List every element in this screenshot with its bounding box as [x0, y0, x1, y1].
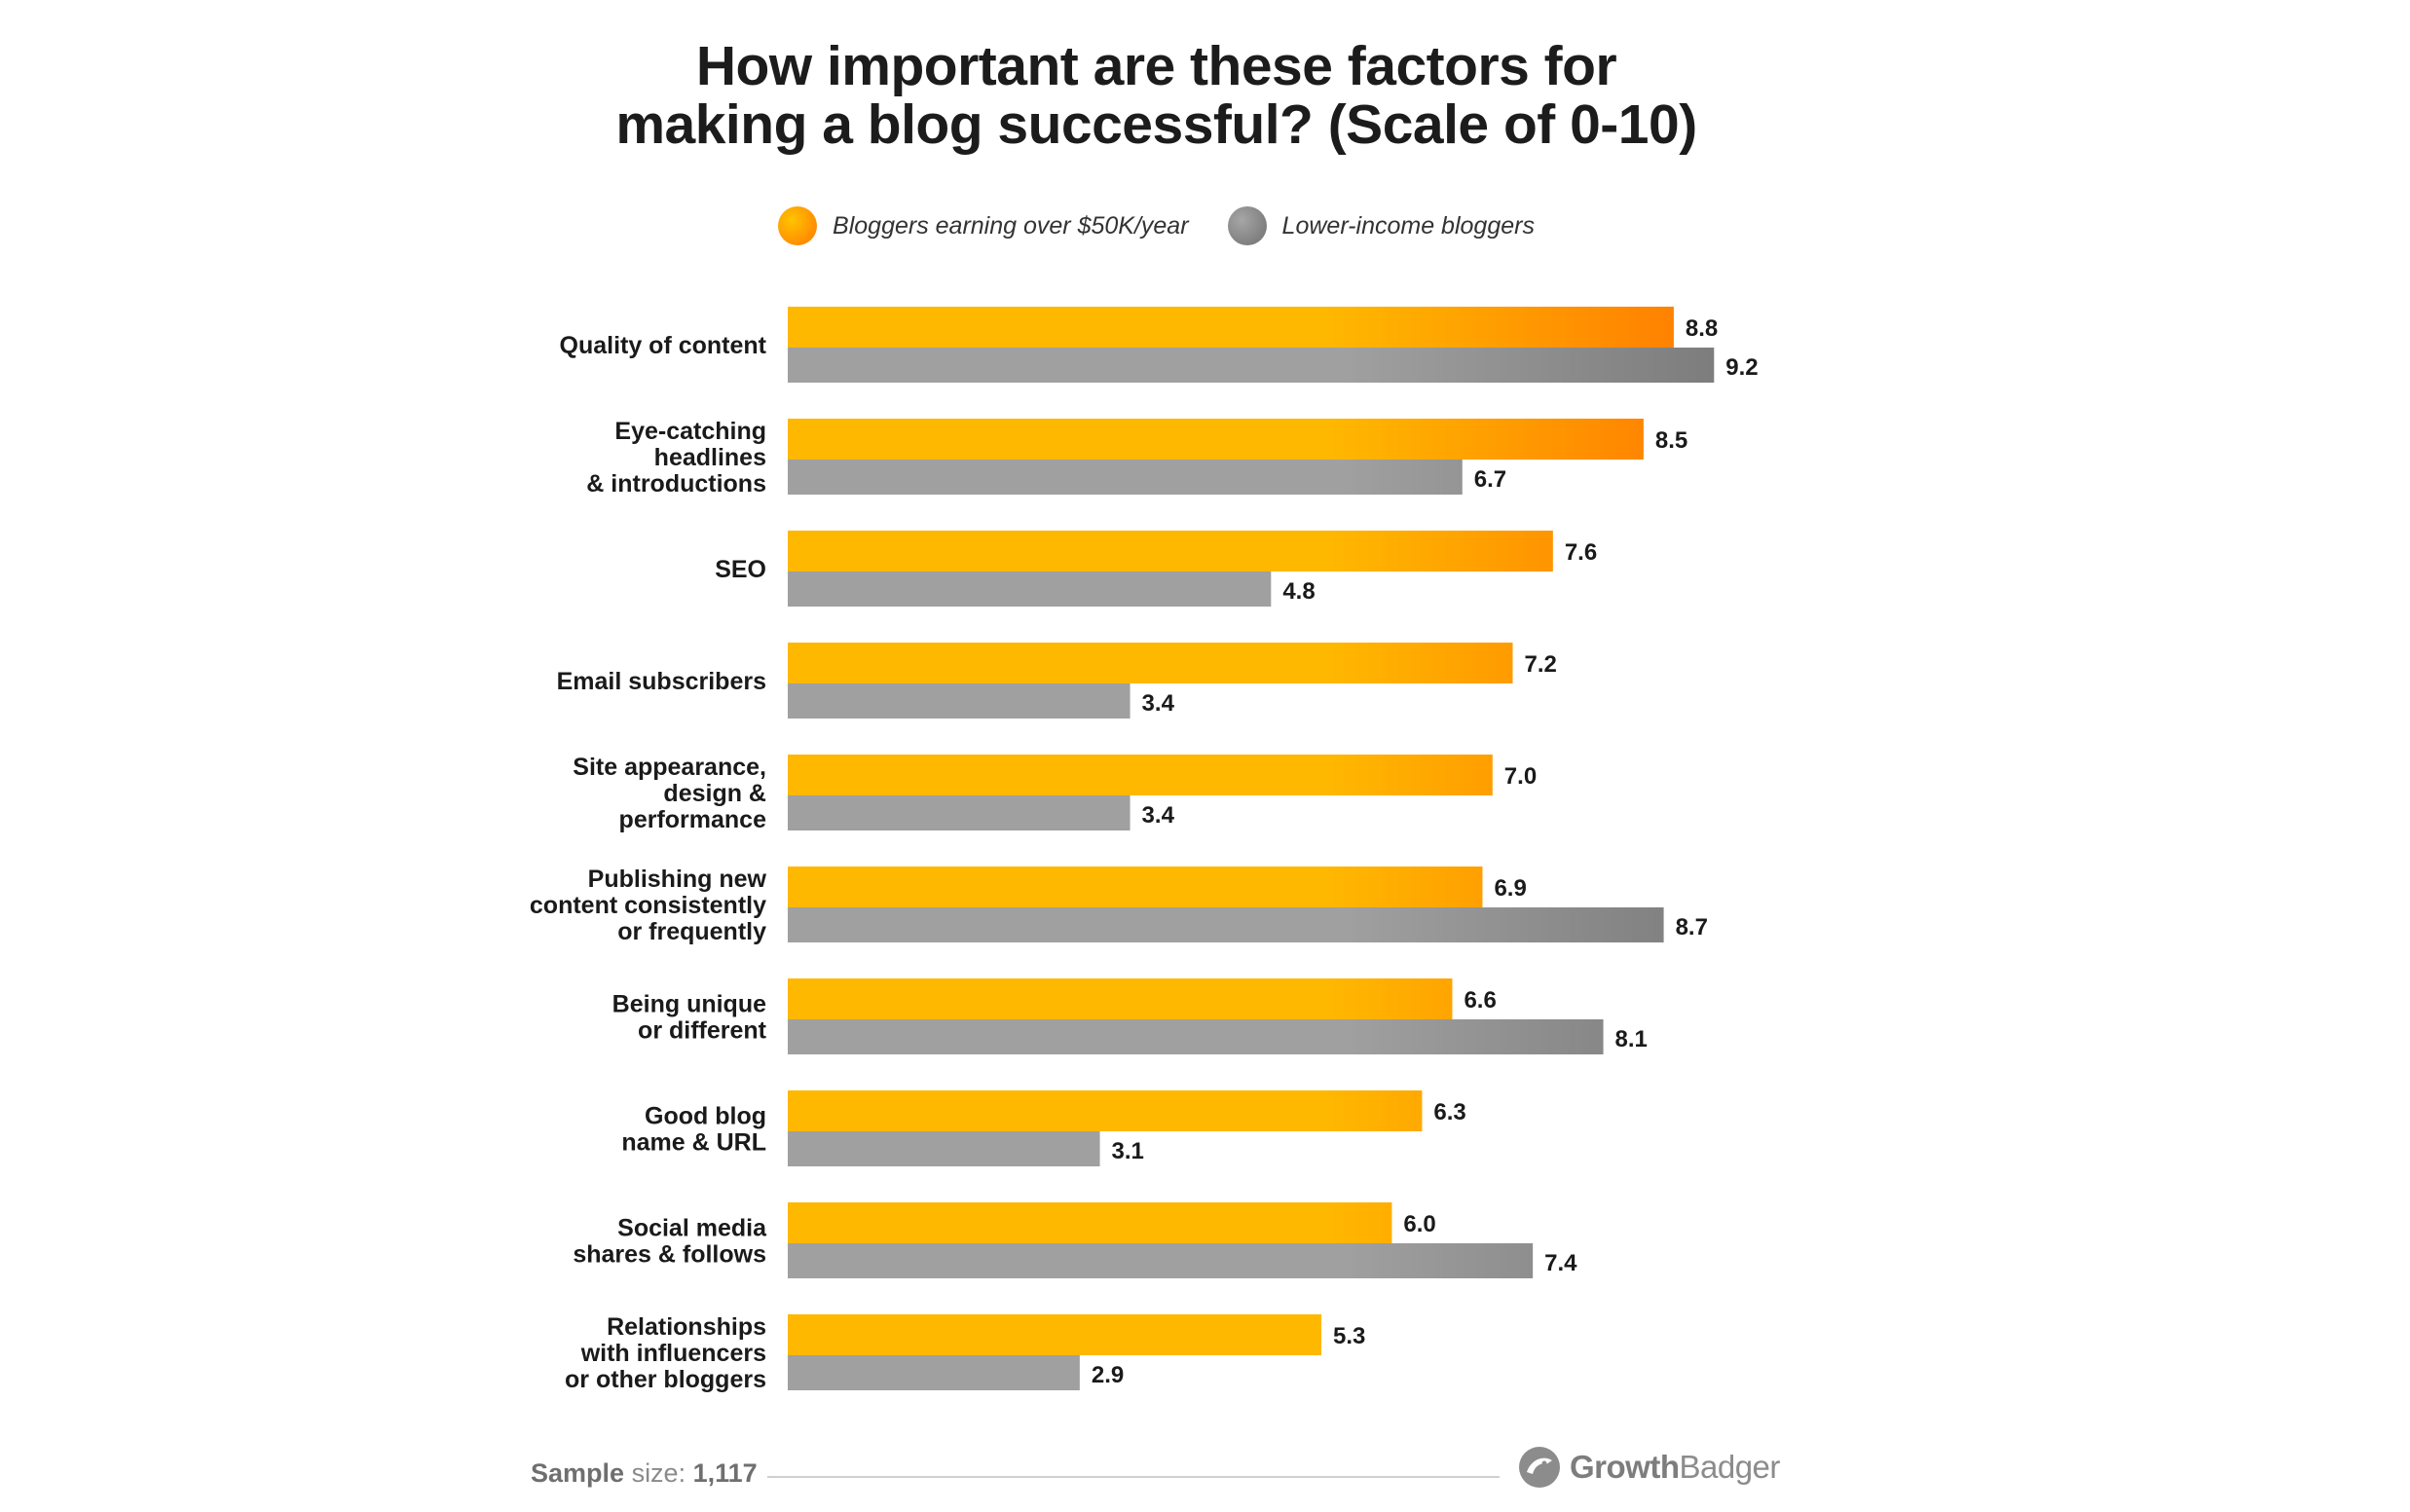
- category-label: Quality of content: [560, 332, 767, 359]
- value-label-high-income: 7.0: [1504, 763, 1537, 790]
- sample-size: Sample size: 1,117: [531, 1458, 758, 1489]
- chart-title: How important are these factors for maki…: [0, 37, 2313, 154]
- chart-title-line-2: making a blog successful? (Scale of 0-10…: [615, 93, 1697, 156]
- category-label-line: or different: [638, 1017, 767, 1045]
- value-label-lower-income: 9.2: [1725, 354, 1758, 381]
- bar-lower-income: [788, 460, 1463, 495]
- sample-size-value: 1,117: [692, 1458, 758, 1488]
- bar-high-income: [788, 1314, 1322, 1355]
- bar-high-income: [788, 531, 1553, 572]
- value-label-high-income: 7.2: [1524, 651, 1556, 678]
- legend-label-high-income: Bloggers earning over $50K/year: [833, 211, 1189, 240]
- legend-item-high-income: Bloggers earning over $50K/year: [778, 206, 1189, 245]
- category-label: Relationships with influencers or other bl…: [565, 1313, 766, 1393]
- value-label-high-income: 5.3: [1333, 1323, 1365, 1349]
- sample-label: Sample: [531, 1458, 625, 1488]
- category-label-line: Site appearance,: [573, 754, 766, 781]
- size-label: size:: [631, 1458, 686, 1488]
- category-label-line: Being unique: [612, 991, 766, 1018]
- category-label-line: Email subscribers: [557, 668, 766, 695]
- value-label-high-income: 6.9: [1494, 875, 1526, 902]
- bar-lower-income: [788, 1355, 1080, 1390]
- brand-name-bold: Growth: [1570, 1449, 1680, 1485]
- bar-high-income: [788, 755, 1493, 795]
- bar-lower-income: [788, 1019, 1604, 1054]
- value-label-lower-income: 2.9: [1092, 1362, 1124, 1388]
- value-label-lower-income: 3.4: [1142, 690, 1175, 717]
- value-label-lower-income: 6.7: [1474, 466, 1506, 493]
- bar-high-income: [788, 419, 1644, 460]
- category-label: Good blog name & URL: [621, 1103, 766, 1157]
- chart-title-line-1: How important are these factors for: [695, 35, 1617, 97]
- brand-name-light: Badger: [1679, 1449, 1780, 1485]
- bar-lower-income: [788, 572, 1272, 607]
- legend-item-lower-income: Lower-income bloggers: [1227, 206, 1535, 245]
- category-label-line: Quality of content: [560, 332, 767, 359]
- value-label-high-income: 8.5: [1655, 427, 1687, 454]
- category-label-line: Eye-catching: [614, 418, 766, 445]
- category-label: Eye-catching headlines & introductions: [586, 418, 766, 498]
- category-label: Email subscribers: [557, 668, 766, 695]
- category-label-line: & introductions: [586, 470, 766, 498]
- gray-circle-icon: [1227, 206, 1267, 245]
- bar-lower-income: [788, 348, 1715, 383]
- category-label-line: headlines: [654, 444, 766, 471]
- bar-lower-income: [788, 683, 1131, 719]
- bar-high-income: [788, 978, 1453, 1019]
- category-label-line: name & URL: [621, 1129, 766, 1157]
- value-label-high-income: 6.6: [1464, 987, 1496, 1014]
- category-label: Site appearance, design & performance: [573, 754, 766, 833]
- category-label-line: design &: [663, 780, 766, 807]
- category-label-line: performance: [619, 806, 767, 833]
- bar-lower-income: [788, 795, 1131, 830]
- value-label-lower-income: 3.1: [1112, 1138, 1144, 1164]
- orange-circle-icon: [778, 206, 818, 245]
- category-label-line: shares & follows: [573, 1241, 766, 1269]
- footer-divider: [767, 1476, 1500, 1478]
- value-label-lower-income: 3.4: [1142, 802, 1175, 829]
- category-label-line: Publishing new: [588, 866, 767, 893]
- value-label-high-income: 6.0: [1403, 1211, 1435, 1237]
- category-label-line: SEO: [715, 556, 766, 583]
- value-label-lower-income: 8.7: [1676, 914, 1708, 940]
- bar-lower-income: [788, 1131, 1100, 1166]
- category-label-line: or other bloggers: [565, 1366, 766, 1393]
- category-label: SEO: [715, 556, 766, 583]
- category-label-line: content consistently: [530, 892, 766, 919]
- category-label: Social media shares & follows: [573, 1215, 767, 1269]
- bar-high-income: [788, 643, 1513, 683]
- bars-layer: 8.8 9.2 Quality of content 8.5 6.7 Eye-catchi…: [530, 307, 1759, 1393]
- chart-legend: Bloggers earning over $50K/year Lower-in…: [0, 206, 2313, 245]
- category-label-line: Good blog: [645, 1103, 766, 1130]
- bar-high-income: [788, 867, 1483, 907]
- category-label-line: Relationships: [607, 1313, 766, 1341]
- value-label-high-income: 7.6: [1565, 539, 1597, 566]
- legend-label-lower-income: Lower-income bloggers: [1281, 211, 1535, 240]
- category-label-line: Social media: [617, 1215, 767, 1242]
- bar-lower-income: [788, 907, 1664, 942]
- category-label: Publishing new content consistently or fre…: [530, 866, 767, 945]
- bar-high-income: [788, 1090, 1423, 1131]
- value-label-lower-income: 8.1: [1615, 1026, 1648, 1052]
- category-label-line: with influencers: [580, 1340, 766, 1367]
- category-label: Being unique or different: [612, 991, 767, 1045]
- growthbadger-logo: GrowthBadger: [1517, 1445, 1780, 1490]
- bar-high-income: [788, 1202, 1392, 1243]
- badger-icon: [1519, 1447, 1560, 1488]
- bar-high-income: [788, 307, 1674, 348]
- brand-name: GrowthBadger: [1570, 1449, 1780, 1486]
- category-label-line: or frequently: [617, 918, 766, 945]
- value-label-lower-income: 7.4: [1544, 1250, 1577, 1276]
- value-label-lower-income: 4.8: [1282, 578, 1315, 605]
- bar-lower-income: [788, 1243, 1534, 1278]
- value-label-high-income: 8.8: [1686, 315, 1718, 342]
- value-label-high-income: 6.3: [1433, 1099, 1465, 1125]
